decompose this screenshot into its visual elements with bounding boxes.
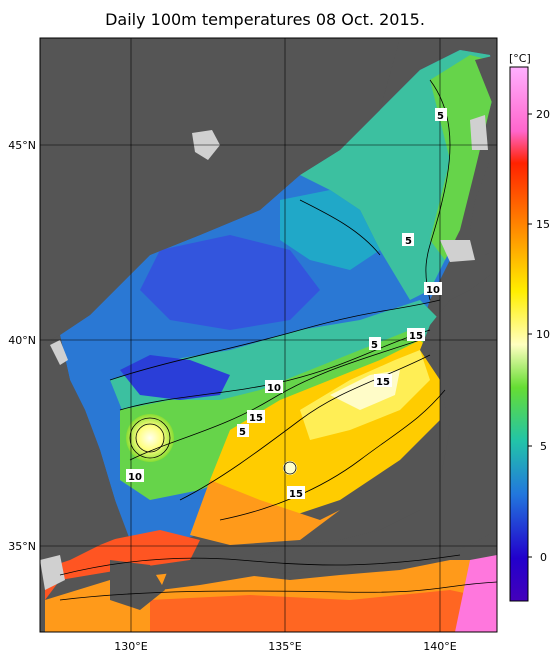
lat-label: 40°N: [8, 334, 36, 347]
contour-label: 10: [128, 472, 142, 483]
graticule: [40, 38, 497, 632]
lon-label: 130°E: [114, 640, 147, 653]
latitude-labels: 45°N 40°N 35°N: [8, 139, 36, 553]
lon-label: 135°E: [268, 640, 301, 653]
map-title: Daily 100m temperatures 08 Oct. 2015.: [105, 10, 425, 29]
contour-label: 10: [426, 285, 440, 296]
colorbar-unit: [°C]: [509, 52, 531, 65]
contour-label: 5: [371, 340, 378, 351]
colorbar: [°C] 20 15 10 5 0: [509, 52, 550, 602]
colorbar-tick: 5: [540, 440, 547, 453]
colorbar-tick: 15: [536, 218, 550, 231]
contour-label: 15: [409, 331, 423, 342]
land-kyushu: [110, 560, 165, 610]
land-asia: [40, 38, 400, 345]
land-hokkaido: [470, 55, 497, 255]
contour-label-group: 5 5 10 5 15 15 10 15 5 10 15: [126, 108, 447, 500]
colorbar-tick: 10: [536, 328, 550, 341]
longitude-labels: 130°E 135°E 140°E: [114, 640, 456, 653]
lon-label: 140°E: [423, 640, 456, 653]
land-korea: [40, 335, 125, 570]
contour-label: 10: [267, 383, 281, 394]
isotherm-lines: [59, 79, 498, 601]
contour-label: 5: [405, 236, 412, 247]
contour-label: 5: [437, 111, 444, 122]
colorbar-tick: 20: [536, 108, 550, 121]
map-plot: 5 5 10 5 15 15 10 15 5 10 15: [39, 37, 498, 633]
lat-label: 45°N: [8, 139, 36, 152]
contour-label: 15: [376, 377, 390, 388]
contour-label: 15: [289, 489, 303, 500]
colorbar-tick: 0: [540, 551, 547, 564]
contour-label: 15: [249, 413, 263, 424]
contour-label: 5: [239, 427, 246, 438]
land-japan-honshu: [160, 270, 497, 590]
lat-label: 35°N: [8, 540, 36, 553]
